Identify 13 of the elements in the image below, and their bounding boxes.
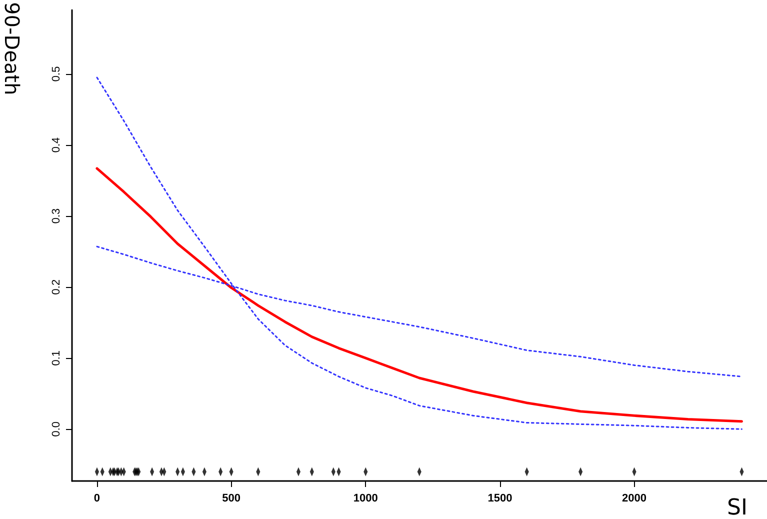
x-tick-label: 1500	[488, 492, 512, 504]
x-axis-title: SI	[727, 496, 748, 519]
x-tick-label: 2000	[622, 492, 647, 504]
y-tick-label: 0.4	[50, 137, 62, 153]
y-tick-label: 0.5	[50, 66, 62, 82]
y-axis-title: 90-Death	[0, 2, 24, 96]
x-tick-label: 500	[222, 492, 240, 504]
y-tick-label: 0.1	[50, 350, 62, 366]
y-tick-label: 0.3	[50, 208, 62, 224]
y-tick-label: 0.2	[50, 279, 62, 295]
x-tick-label: 0	[94, 492, 100, 504]
y-tick-label: 0.0	[50, 421, 62, 437]
x-tick-label: 1000	[353, 492, 378, 504]
